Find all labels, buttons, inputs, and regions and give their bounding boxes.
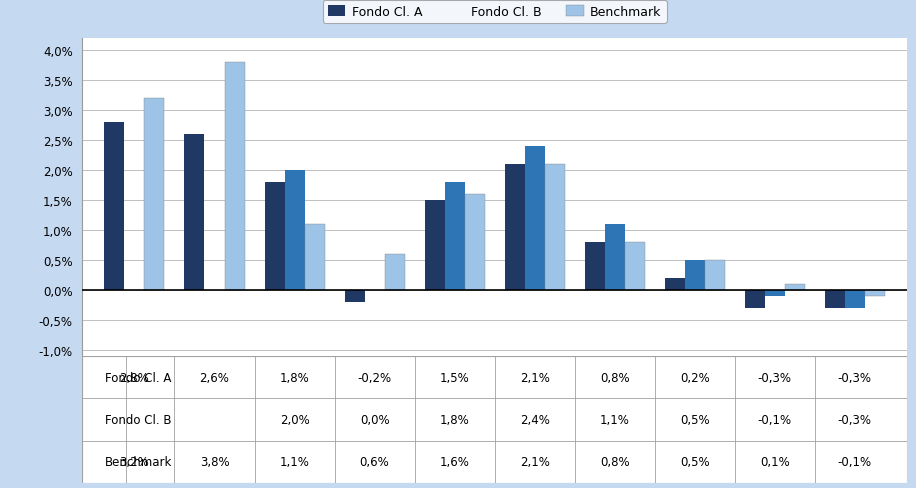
Text: 2,4%: 2,4%: [519, 413, 550, 426]
Bar: [765, 290, 785, 296]
Bar: [865, 290, 885, 296]
Text: 0,1%: 0,1%: [760, 455, 790, 468]
Text: 0,6%: 0,6%: [360, 455, 389, 468]
Text: -0,3%: -0,3%: [838, 371, 872, 384]
Text: 2,8%: 2,8%: [120, 371, 149, 384]
Text: 1,6%: 1,6%: [440, 455, 470, 468]
Bar: [824, 290, 845, 308]
Bar: [425, 201, 444, 290]
Text: 1,8%: 1,8%: [440, 413, 470, 426]
Bar: [525, 147, 545, 290]
Bar: [224, 63, 245, 290]
Bar: [104, 123, 125, 290]
Bar: [605, 224, 625, 290]
Bar: [665, 279, 685, 290]
Bar: [304, 224, 324, 290]
Text: 1,8%: 1,8%: [279, 371, 310, 384]
Text: 2,1%: 2,1%: [519, 371, 550, 384]
Text: 3,2%: 3,2%: [120, 455, 149, 468]
Text: 2,6%: 2,6%: [200, 371, 229, 384]
Text: 0,5%: 0,5%: [680, 455, 710, 468]
Text: 0,8%: 0,8%: [600, 455, 629, 468]
Bar: [285, 171, 304, 290]
Text: -0,1%: -0,1%: [758, 413, 791, 426]
Text: -0,2%: -0,2%: [357, 371, 392, 384]
Bar: [344, 290, 365, 303]
Text: Fondo Cl. B: Fondo Cl. B: [104, 413, 171, 426]
Text: 1,5%: 1,5%: [440, 371, 470, 384]
Text: 1,1%: 1,1%: [279, 455, 310, 468]
Text: 2,1%: 2,1%: [519, 455, 550, 468]
Text: Benchmark: Benchmark: [104, 455, 172, 468]
Text: 2,0%: 2,0%: [279, 413, 310, 426]
Bar: [584, 243, 605, 290]
Bar: [464, 195, 485, 290]
Text: 1,1%: 1,1%: [600, 413, 629, 426]
Text: Fondo Cl. A: Fondo Cl. A: [104, 371, 171, 384]
Bar: [745, 290, 765, 308]
Text: 0,8%: 0,8%: [600, 371, 629, 384]
Bar: [265, 183, 285, 290]
Text: -0,3%: -0,3%: [838, 413, 872, 426]
Bar: [625, 243, 645, 290]
Bar: [444, 183, 464, 290]
Text: -0,1%: -0,1%: [838, 455, 872, 468]
Bar: [685, 261, 704, 290]
Text: -0,3%: -0,3%: [758, 371, 791, 384]
Bar: [145, 99, 165, 290]
Legend: Fondo Cl. A, Fondo Cl. B, Benchmark: Fondo Cl. A, Fondo Cl. B, Benchmark: [322, 1, 667, 24]
Text: 0,2%: 0,2%: [680, 371, 710, 384]
Text: 0,0%: 0,0%: [360, 413, 389, 426]
Text: 0,5%: 0,5%: [680, 413, 710, 426]
Bar: [845, 290, 865, 308]
Bar: [505, 165, 525, 290]
Bar: [785, 285, 805, 290]
Bar: [545, 165, 564, 290]
Bar: [704, 261, 725, 290]
Bar: [184, 135, 204, 290]
Text: 3,8%: 3,8%: [200, 455, 229, 468]
Bar: [385, 255, 405, 290]
